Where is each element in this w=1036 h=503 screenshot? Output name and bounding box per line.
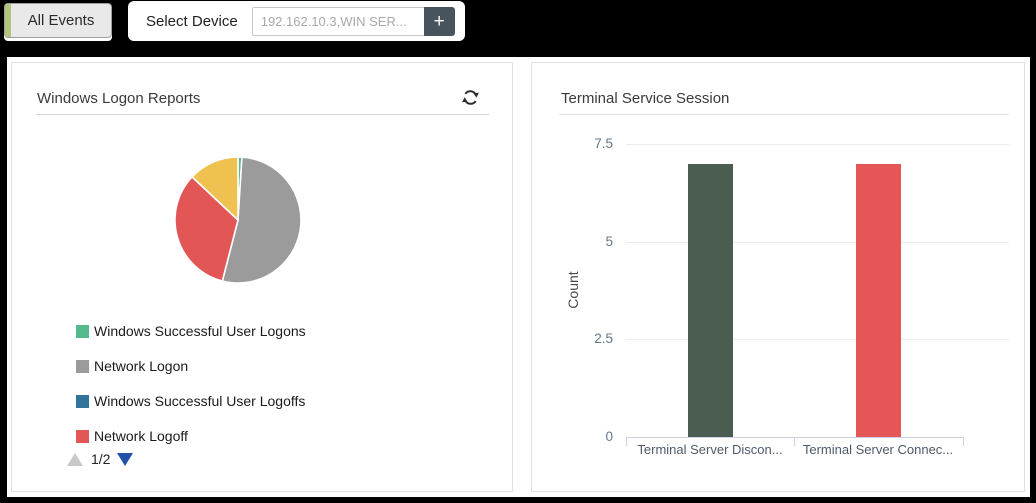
triangle-up-icon[interactable] — [67, 452, 83, 466]
pie-legend: Windows Successful User Logons Network Lo… — [76, 323, 306, 463]
gridline — [626, 144, 1009, 145]
pie-slice[interactable] — [191, 156, 239, 221]
legend-swatch — [76, 324, 89, 338]
legend-item[interactable]: Network Logoff — [76, 428, 306, 444]
y-tick-label: 5 — [605, 233, 613, 249]
all-events-button[interactable]: All Events — [4, 3, 112, 38]
all-events-label: All Events — [27, 12, 95, 29]
refresh-icon[interactable] — [461, 88, 481, 108]
device-input[interactable] — [251, 6, 424, 36]
legend-item[interactable]: Windows Successful User Logoffs — [76, 393, 306, 409]
panel-title: Windows Logon Reports — [37, 90, 201, 107]
legend-label: Network Logoff — [94, 428, 188, 444]
gridline — [626, 339, 1009, 341]
add-device-button[interactable]: + — [423, 6, 455, 36]
x-category-label: Terminal Server Discon... — [637, 442, 783, 457]
legend-swatch — [76, 394, 89, 408]
select-device-group: Select Device + — [128, 1, 465, 41]
terminal-bar-chart: Count 0 2.5 5 7.5 Terminal Server Discon... T… — [532, 63, 1024, 491]
panel-title: Terminal Service Session — [561, 90, 730, 107]
title-divider — [559, 114, 1009, 115]
top-bar: All Events Select Device + — [0, 0, 1036, 56]
legend-label: Windows Successful User Logons — [94, 323, 306, 339]
bar[interactable] — [855, 163, 901, 437]
legend-label: Windows Successful User Logoffs — [94, 393, 306, 409]
all-events-accent-strip — [5, 4, 11, 37]
title-divider — [36, 114, 489, 115]
gridline — [626, 241, 1009, 243]
legend-page-indicator: 1/2 — [91, 451, 111, 467]
bar[interactable] — [687, 163, 733, 437]
y-tick-label: 7.5 — [594, 136, 613, 151]
logon-pie-chart — [174, 156, 302, 284]
triangle-down-icon[interactable] — [117, 452, 134, 466]
terminal-service-session-panel: Terminal Service Session Count 0 2.5 5 7.5 T… — [531, 62, 1025, 492]
legend-swatch — [76, 429, 89, 443]
legend-label: Network Logon — [94, 358, 189, 374]
pie-slice[interactable] — [174, 176, 239, 282]
y-tick-label: 2.5 — [594, 331, 613, 347]
y-tick-label: 0 — [605, 429, 613, 444]
x-axis-tick — [626, 437, 627, 446]
x-category-label: Terminal Server Connec... — [802, 442, 954, 457]
x-axis-tick — [794, 437, 795, 446]
select-device-label: Select Device — [146, 12, 238, 30]
windows-logon-reports-panel: Windows Logon Reports Windows Successful… — [11, 62, 513, 492]
legend-pagination: 1/2 — [67, 451, 134, 467]
legend-item[interactable]: Windows Successful User Logons — [76, 323, 306, 339]
legend-item[interactable]: Network Logon — [76, 358, 306, 374]
x-axis-tick — [963, 437, 964, 446]
pie-slice[interactable] — [221, 156, 302, 284]
legend-swatch — [76, 359, 89, 373]
